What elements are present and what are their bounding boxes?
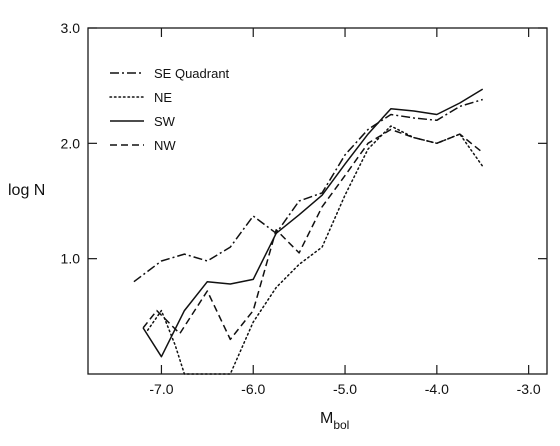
- x-axis-label-main: M: [320, 410, 333, 427]
- x-axis-label: Mbol: [320, 410, 349, 432]
- x-tick-label: -3.0: [517, 381, 541, 397]
- x-tick-label: -4.0: [425, 381, 449, 397]
- x-axis-label-subscript: bol: [333, 418, 349, 432]
- series-line-se-quadrant: [133, 98, 483, 283]
- series-line-ne: [146, 125, 484, 375]
- series-line-sw: [142, 88, 484, 358]
- legend-label: NE: [154, 90, 172, 105]
- x-tick-label: -5.0: [333, 381, 357, 397]
- legend: SE Quadrant NE SW NW: [109, 66, 230, 153]
- y-tick-label: 2.0: [61, 135, 81, 151]
- legend-label: SW: [154, 114, 176, 129]
- x-tick-label: -7.0: [149, 381, 173, 397]
- series-group: [133, 88, 484, 375]
- legend-label: NW: [154, 138, 176, 153]
- legend-label: SE Quadrant: [154, 66, 230, 81]
- y-tick-label: 3.0: [61, 20, 81, 36]
- plot-frame: [87, 27, 548, 375]
- y-tick-label: 1.0: [61, 251, 81, 267]
- axes: -7.0 -6.0 -5.0 -4.0 -3.0 1.0 2.0 3.0: [61, 20, 548, 397]
- y-axis-label: log N: [8, 182, 45, 199]
- series-line-nw: [142, 128, 484, 341]
- x-tick-label: -6.0: [241, 381, 265, 397]
